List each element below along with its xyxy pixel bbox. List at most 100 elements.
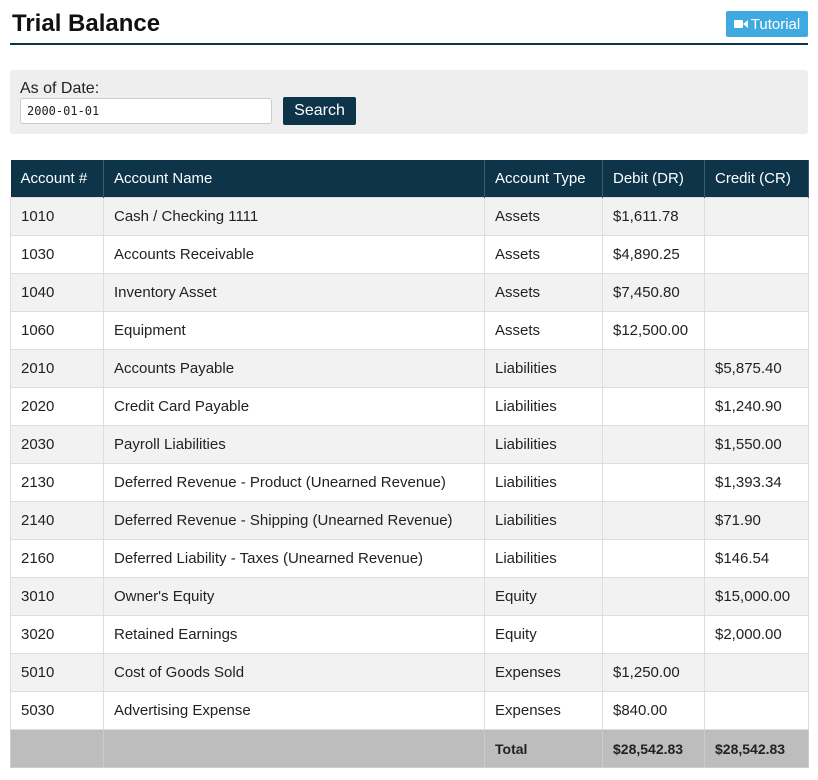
name-cell: Owner's Equity	[103, 577, 485, 616]
credit-cell: $1,240.90	[704, 387, 809, 426]
header: Trial Balance Tutorial	[10, 0, 808, 45]
debit-cell	[602, 615, 705, 654]
credit-cell	[704, 691, 809, 730]
empty-cell	[10, 729, 104, 768]
type-cell: Liabilities	[484, 387, 603, 426]
account-cell: 1010	[10, 197, 104, 236]
debit-cell: $4,890.25	[602, 235, 705, 274]
name-cell: Deferred Liability - Taxes (Unearned Rev…	[103, 539, 485, 578]
table-row: 3010 Owner's Equity Equity $15,000.00	[10, 577, 809, 616]
type-cell: Liabilities	[484, 425, 603, 464]
page-title: Trial Balance	[12, 10, 161, 37]
total-debit: $28,542.83	[602, 729, 705, 768]
debit-cell	[602, 577, 705, 616]
type-cell: Liabilities	[484, 463, 603, 502]
debit-cell	[602, 387, 705, 426]
credit-cell	[704, 197, 809, 236]
type-cell: Assets	[484, 273, 603, 312]
account-cell: 2020	[10, 387, 104, 426]
credit-cell	[704, 311, 809, 350]
type-cell: Liabilities	[484, 501, 603, 540]
table-row: 2030 Payroll Liabilities Liabilities $1,550…	[10, 425, 809, 464]
credit-cell	[704, 653, 809, 692]
account-cell: 3020	[10, 615, 104, 654]
name-cell: Accounts Receivable	[103, 235, 485, 274]
account-cell: 2030	[10, 425, 104, 464]
table-row: 3020 Retained Earnings Equity $2,000.00	[10, 615, 809, 654]
table-row: 1060 Equipment Assets $12,500.00	[10, 311, 809, 350]
credit-cell: $1,393.34	[704, 463, 809, 502]
date-label: As of Date:	[20, 80, 100, 97]
credit-cell	[704, 235, 809, 274]
credit-cell: $146.54	[704, 539, 809, 578]
type-cell: Expenses	[484, 691, 603, 730]
filter-panel: As of Date: 2000-01-01 Search	[10, 70, 808, 134]
type-cell: Assets	[484, 235, 603, 274]
credit-cell: $71.90	[704, 501, 809, 540]
search-button[interactable]: Search	[283, 97, 356, 125]
name-cell: Cash / Checking 1111	[103, 197, 485, 236]
name-cell: Deferred Revenue - Product (Unearned Rev…	[103, 463, 485, 502]
credit-cell: $15,000.00	[704, 577, 809, 616]
empty-cell	[103, 729, 485, 768]
tutorial-button[interactable]: Tutorial	[726, 11, 808, 37]
column-header: Account Type	[484, 160, 603, 198]
account-cell: 5030	[10, 691, 104, 730]
header-row: Account # Account Name Account Type Debit (…	[10, 160, 809, 198]
credit-cell: $2,000.00	[704, 615, 809, 654]
table-row: 1010 Cash / Checking 1111 Assets $1,611.78	[10, 197, 809, 236]
account-cell: 5010	[10, 653, 104, 692]
account-cell: 1040	[10, 273, 104, 312]
name-cell: Accounts Payable	[103, 349, 485, 388]
debit-cell	[602, 501, 705, 540]
name-cell: Deferred Revenue - Shipping (Unearned Re…	[103, 501, 485, 540]
debit-cell: $1,611.78	[602, 197, 705, 236]
name-cell: Cost of Goods Sold	[103, 653, 485, 692]
name-cell: Equipment	[103, 311, 485, 350]
column-header: Account Name	[103, 160, 485, 198]
table-row: 5030 Advertising Expense Expenses $840.00	[10, 691, 809, 730]
column-header: Account #	[10, 160, 104, 198]
date-input[interactable]: 2000-01-01	[20, 98, 272, 124]
table-row: 2140 Deferred Revenue - Shipping (Unearne…	[10, 501, 809, 540]
table-body: 1010 Cash / Checking 1111 Assets $1,611.78 1…	[10, 197, 809, 768]
name-cell: Advertising Expense	[103, 691, 485, 730]
trial-balance-table: Account # Account Name Account Type Debit (…	[10, 160, 809, 768]
name-cell: Retained Earnings	[103, 615, 485, 654]
account-cell: 2010	[10, 349, 104, 388]
table-row: 2010 Accounts Payable Liabilities $5,875.40	[10, 349, 809, 388]
account-cell: 1030	[10, 235, 104, 274]
total-row: Total $28,542.83 $28,542.83	[10, 729, 809, 768]
total-label: Total	[484, 729, 603, 768]
account-cell: 1060	[10, 311, 104, 350]
credit-cell: $1,550.00	[704, 425, 809, 464]
type-cell: Liabilities	[484, 539, 603, 578]
credit-cell	[704, 273, 809, 312]
video-icon	[733, 20, 748, 28]
debit-cell: $12,500.00	[602, 311, 705, 350]
debit-cell: $840.00	[602, 691, 705, 730]
account-cell: 3010	[10, 577, 104, 616]
column-header: Debit (DR)	[602, 160, 705, 198]
column-header: Credit (CR)	[704, 160, 809, 198]
debit-cell	[602, 349, 705, 388]
tutorial-label: Tutorial	[750, 15, 801, 33]
table-row: 2130 Deferred Revenue - Product (Unearned…	[10, 463, 809, 502]
account-cell: 2160	[10, 539, 104, 578]
account-cell: 2130	[10, 463, 104, 502]
debit-cell: $7,450.80	[602, 273, 705, 312]
table-row: 1030 Accounts Receivable Assets $4,890.25	[10, 235, 809, 274]
type-cell: Assets	[484, 311, 603, 350]
type-cell: Equity	[484, 615, 603, 654]
account-cell: 2140	[10, 501, 104, 540]
debit-cell	[602, 463, 705, 502]
table-row: 2160 Deferred Liability - Taxes (Unearned…	[10, 539, 809, 578]
type-cell: Liabilities	[484, 349, 603, 388]
name-cell: Payroll Liabilities	[103, 425, 485, 464]
name-cell: Credit Card Payable	[103, 387, 485, 426]
type-cell: Assets	[484, 197, 603, 236]
type-cell: Equity	[484, 577, 603, 616]
table-row: 5010 Cost of Goods Sold Expenses $1,250.00	[10, 653, 809, 692]
credit-cell: $5,875.40	[704, 349, 809, 388]
